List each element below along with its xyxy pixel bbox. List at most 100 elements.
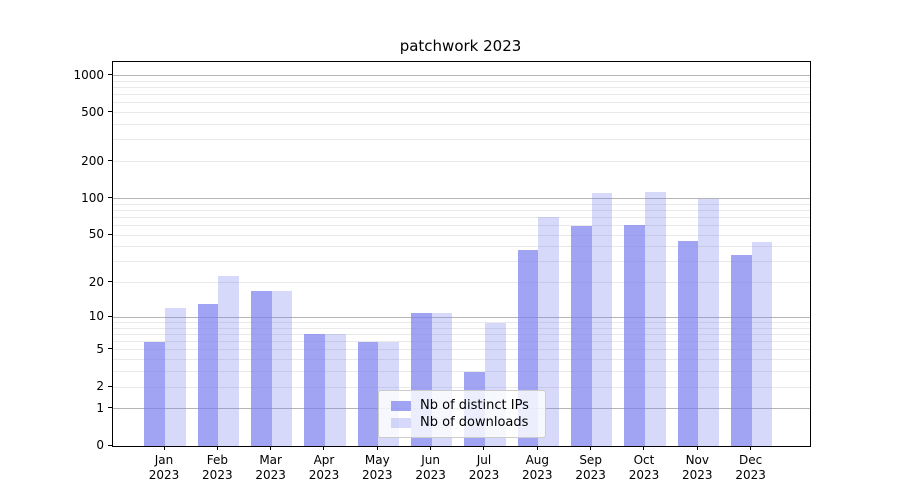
x-tick	[590, 446, 592, 450]
gridline-minor	[113, 261, 810, 263]
x-tick-label: Jul 2023	[468, 453, 500, 482]
x-tick	[483, 446, 485, 450]
y-tick-label: 500	[81, 104, 104, 119]
y-tick-label: 100	[81, 190, 104, 205]
y-tick	[108, 385, 112, 387]
y-tick	[108, 111, 112, 113]
bar-distinct-ips-Sep-2023	[570, 225, 592, 446]
x-tick-label: Jun 2023	[415, 453, 446, 482]
y-tick-label: 1	[96, 400, 104, 415]
bar-downloads-Aug-2023	[538, 216, 560, 446]
legend-item-distinct-ips: Nb of distinct IPs	[391, 398, 535, 413]
x-tick	[643, 446, 645, 450]
legend-label-downloads: Nb of downloads	[420, 415, 529, 430]
bar-distinct-ips-May-2023	[357, 341, 379, 446]
bar-distinct-ips-Dec-2023	[730, 255, 752, 446]
y-tick-label: 0	[96, 438, 104, 452]
y-tick-label: 200	[81, 153, 104, 168]
gridline-minor	[113, 246, 810, 248]
bar-distinct-ips-Apr-2023	[304, 334, 325, 446]
x-tick-label: Mar 2023	[255, 453, 286, 482]
x-tick-label: Jan 2023	[148, 453, 180, 482]
gridline-minor	[113, 282, 810, 284]
y-tick	[108, 233, 112, 235]
gridline-minor	[113, 80, 810, 82]
gridline-minor	[113, 102, 810, 104]
x-tick-label: Feb 2023	[202, 453, 233, 482]
x-tick-label: Apr 2023	[308, 453, 340, 482]
gridline-minor	[113, 139, 810, 141]
gridline-major	[113, 198, 810, 199]
gridline-minor	[113, 333, 810, 335]
bar-distinct-ips-Mar-2023	[250, 290, 272, 446]
x-tick	[696, 446, 698, 450]
y-tick-label: 50	[88, 227, 104, 242]
x-tick	[323, 446, 325, 450]
gridline-minor	[113, 322, 810, 324]
gridline-minor	[113, 359, 810, 361]
x-tick	[430, 446, 432, 450]
gridline-minor	[113, 124, 810, 126]
gridline-minor	[113, 386, 810, 388]
gridline-minor	[113, 161, 810, 163]
gridline-major	[113, 316, 810, 318]
x-tick-label: May 2023	[362, 453, 393, 482]
gridline-minor	[113, 234, 810, 236]
bar-downloads-Mar-2023	[271, 290, 293, 446]
gridline-minor	[113, 349, 810, 351]
x-tick-label: Oct 2023	[628, 453, 660, 482]
gridline-minor	[113, 327, 810, 329]
gridline-minor	[113, 341, 810, 343]
legend-swatch-downloads-icon	[391, 417, 411, 428]
bar-distinct-ips-Oct-2023	[624, 224, 645, 446]
bar-downloads-Dec-2023	[751, 241, 773, 446]
bar-distinct-ips-Jan-2023	[144, 341, 165, 446]
y-tick	[108, 74, 112, 75]
x-tick-label: Sep 2023	[575, 453, 606, 482]
legend-label-distinct-ips: Nb of distinct IPs	[420, 398, 529, 413]
bar-downloads-Nov-2023	[698, 198, 720, 446]
x-tick	[750, 446, 752, 450]
x-tick-label: Nov 2023	[682, 453, 713, 482]
gridline-minor	[113, 94, 810, 96]
chart-title: patchwork 2023	[399, 37, 522, 55]
gridline-minor	[113, 216, 810, 218]
bar-downloads-Oct-2023	[644, 191, 666, 446]
legend: Nb of distinct IPs Nb of downloads	[378, 390, 546, 438]
bar-downloads-Sep-2023	[591, 193, 613, 446]
x-tick	[216, 446, 218, 450]
legend-swatch-distinct-ips-icon	[391, 400, 411, 411]
y-tick	[108, 407, 112, 409]
legend-item-downloads: Nb of downloads	[391, 415, 535, 430]
gridline-major	[113, 75, 810, 76]
y-tick-label: 1000	[73, 67, 104, 82]
y-tick	[108, 348, 112, 350]
bar-distinct-ips-Nov-2023	[677, 240, 699, 446]
gridline-minor	[113, 112, 810, 114]
y-tick	[108, 281, 112, 283]
x-tick-label: Dec 2023	[735, 453, 766, 482]
y-tick	[108, 160, 112, 162]
y-tick	[108, 197, 112, 198]
y-tick-label: 2	[96, 379, 104, 394]
gridline-minor	[113, 371, 810, 373]
y-tick-label: 5	[96, 341, 104, 356]
gridline-minor	[113, 209, 810, 211]
y-tick	[108, 444, 112, 446]
bar-distinct-ips-Feb-2023	[197, 304, 219, 446]
x-tick	[376, 446, 378, 450]
gridline-minor	[113, 225, 810, 227]
bar-downloads-Apr-2023	[324, 334, 346, 446]
gridline-minor	[113, 86, 810, 88]
x-tick	[163, 446, 165, 450]
x-tick-label: Aug 2023	[522, 453, 553, 482]
bar-downloads-Jan-2023	[165, 308, 186, 446]
y-tick-label: 20	[88, 274, 104, 289]
y-tick	[108, 315, 112, 317]
gridline-minor	[113, 203, 810, 205]
x-tick	[536, 446, 538, 450]
y-tick-label: 10	[88, 309, 104, 324]
x-tick	[270, 446, 272, 450]
bar-downloads-Feb-2023	[218, 275, 240, 446]
